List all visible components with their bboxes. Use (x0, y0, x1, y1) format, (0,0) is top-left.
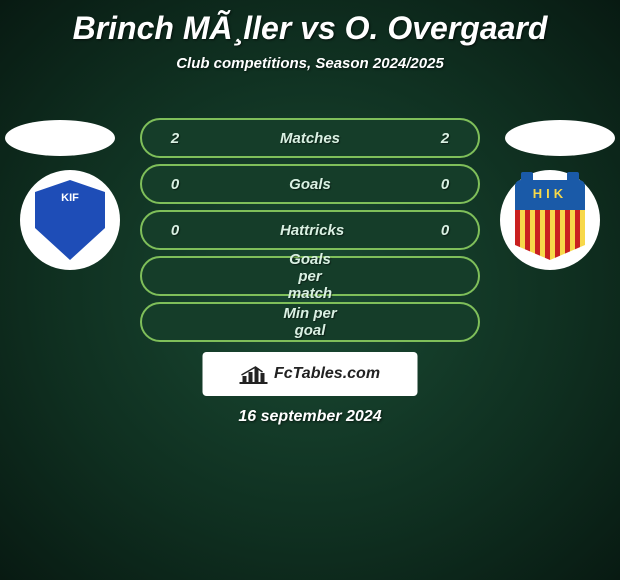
player-photo-left (5, 120, 115, 156)
shield-icon: HIK (515, 180, 585, 260)
subtitle: Club competitions, Season 2024/2025 (0, 55, 620, 72)
fctables-label: FcTables.com (274, 365, 380, 383)
stat-label: Hattricks (280, 222, 340, 239)
stat-row: 2 Matches 2 (140, 118, 480, 158)
club-badge-left (20, 170, 120, 270)
stat-value-left: 2 (160, 130, 190, 147)
club-badge-right: HIK (500, 170, 600, 270)
stat-row: 0 Hattricks 0 (140, 210, 480, 250)
shield-icon (35, 180, 105, 260)
stat-row: 0 Goals 0 (140, 164, 480, 204)
bar-chart-icon (240, 364, 268, 384)
date-line: 16 september 2024 (0, 408, 620, 426)
stat-label: Min per goal (280, 305, 340, 339)
player-photo-right (505, 120, 615, 156)
fctables-attribution: FcTables.com (203, 352, 418, 396)
stat-value-left: 0 (160, 222, 190, 239)
stat-rows: 2 Matches 2 0 Goals 0 0 Hattricks 0 Goals per mat… (140, 118, 480, 348)
page-title: Brinch MÃ¸ller vs O. Overgaard (0, 0, 620, 47)
stat-label: Goals per match (280, 251, 340, 302)
stat-label: Matches (280, 130, 340, 147)
stat-row: Goals per match (140, 256, 480, 296)
stat-value-right: 0 (430, 176, 460, 193)
stat-row: Min per goal (140, 302, 480, 342)
stat-value-left: 0 (160, 176, 190, 193)
stat-value-right: 0 (430, 222, 460, 239)
stat-label: Goals (280, 176, 340, 193)
stat-value-right: 2 (430, 130, 460, 147)
